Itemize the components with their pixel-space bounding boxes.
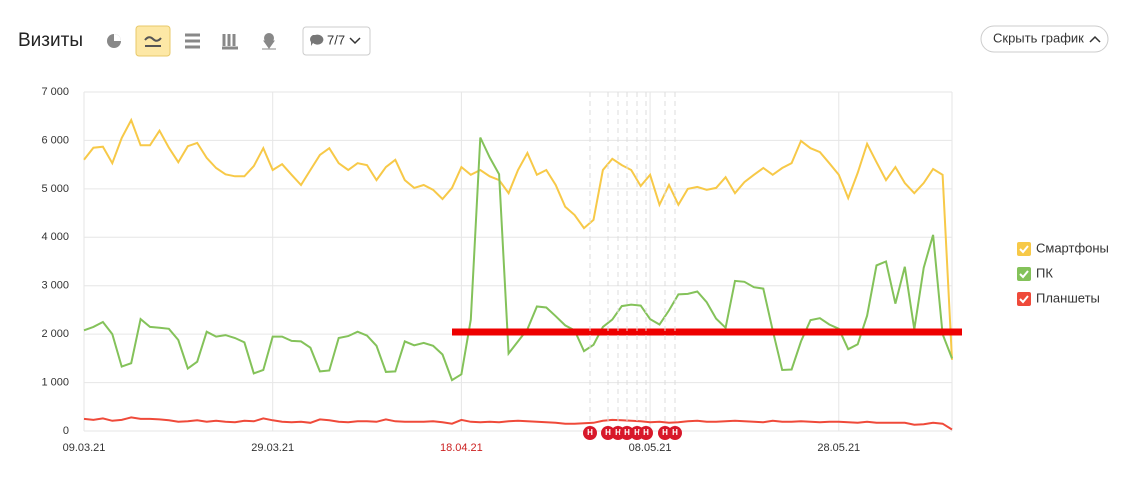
y-tick-label: 3 000: [41, 280, 69, 292]
event-label: Н: [662, 428, 668, 437]
event-marker[interactable]: [601, 426, 615, 440]
y-tick-label: 4 000: [41, 231, 69, 243]
hide-chart-button[interactable]: [980, 25, 1109, 53]
series-line: [83, 416, 953, 431]
event-label: Н: [672, 428, 678, 437]
legend-label: ПК: [1036, 265, 1053, 280]
chart-type-pie[interactable]: [107, 34, 121, 48]
chart-type-line-active[interactable]: [135, 25, 171, 57]
event-label: Н: [624, 428, 630, 437]
event-marker[interactable]: [583, 426, 597, 440]
plot: 0 1 000 2 000 3 000 4 000 5 000 6 000 7 000 09.0…: [41, 86, 953, 454]
chevron: [349, 37, 361, 45]
event-label: Н: [587, 428, 593, 437]
comment-icon: [310, 34, 324, 46]
event-marker[interactable]: [620, 426, 634, 440]
legend-checkbox[interactable]: [1017, 267, 1031, 281]
legend-checkbox[interactable]: [1017, 292, 1031, 306]
event-label: Н: [605, 428, 611, 437]
comments-count: 7/7: [327, 32, 345, 47]
line-icon: [144, 36, 162, 47]
chevron-up: [1089, 35, 1101, 43]
x-tick-label: 08.05.21: [629, 442, 672, 454]
x-tick-label: 28.05.21: [817, 442, 860, 454]
check-mark: [1019, 270, 1029, 279]
event-label: Н: [615, 428, 621, 437]
y-tick-label: 2 000: [41, 328, 69, 340]
comments-dropdown[interactable]: [302, 26, 371, 56]
y-tick-label: 6 000: [41, 134, 69, 146]
hide-chart-label: Скрыть график: [993, 30, 1084, 45]
chart-type-bars[interactable]: [222, 34, 238, 50]
x-tick-label: 09.03.21: [63, 442, 106, 454]
y-tick-label: 5 000: [41, 183, 69, 195]
event-marker[interactable]: [668, 426, 682, 440]
event-marker[interactable]: [658, 426, 672, 440]
check-mark: [1019, 245, 1029, 254]
x-tick-label: 18.04.21: [440, 442, 483, 454]
legend-label: Планшеты: [1036, 290, 1100, 305]
event-label: Н: [634, 428, 640, 437]
y-tick-label: 1 000: [41, 376, 69, 388]
chart-type-area[interactable]: [185, 33, 200, 49]
x-tick-label: 29.03.21: [251, 442, 294, 454]
event-marker[interactable]: [639, 426, 653, 440]
legend-checkbox[interactable]: [1017, 242, 1031, 256]
y-tick-label: 7 000: [41, 86, 69, 98]
series-line: [83, 137, 953, 382]
check-mark: [1019, 295, 1029, 304]
chart-type-map[interactable]: [262, 33, 276, 50]
legend: Смартфоны ПК Планшеты: [1017, 240, 1109, 306]
event-label: Н: [643, 428, 649, 437]
y-tick-label: 0: [63, 425, 69, 437]
legend-label: Смартфоны: [1036, 240, 1109, 255]
page-title: Визиты: [18, 30, 83, 51]
series-line: [83, 117, 953, 360]
